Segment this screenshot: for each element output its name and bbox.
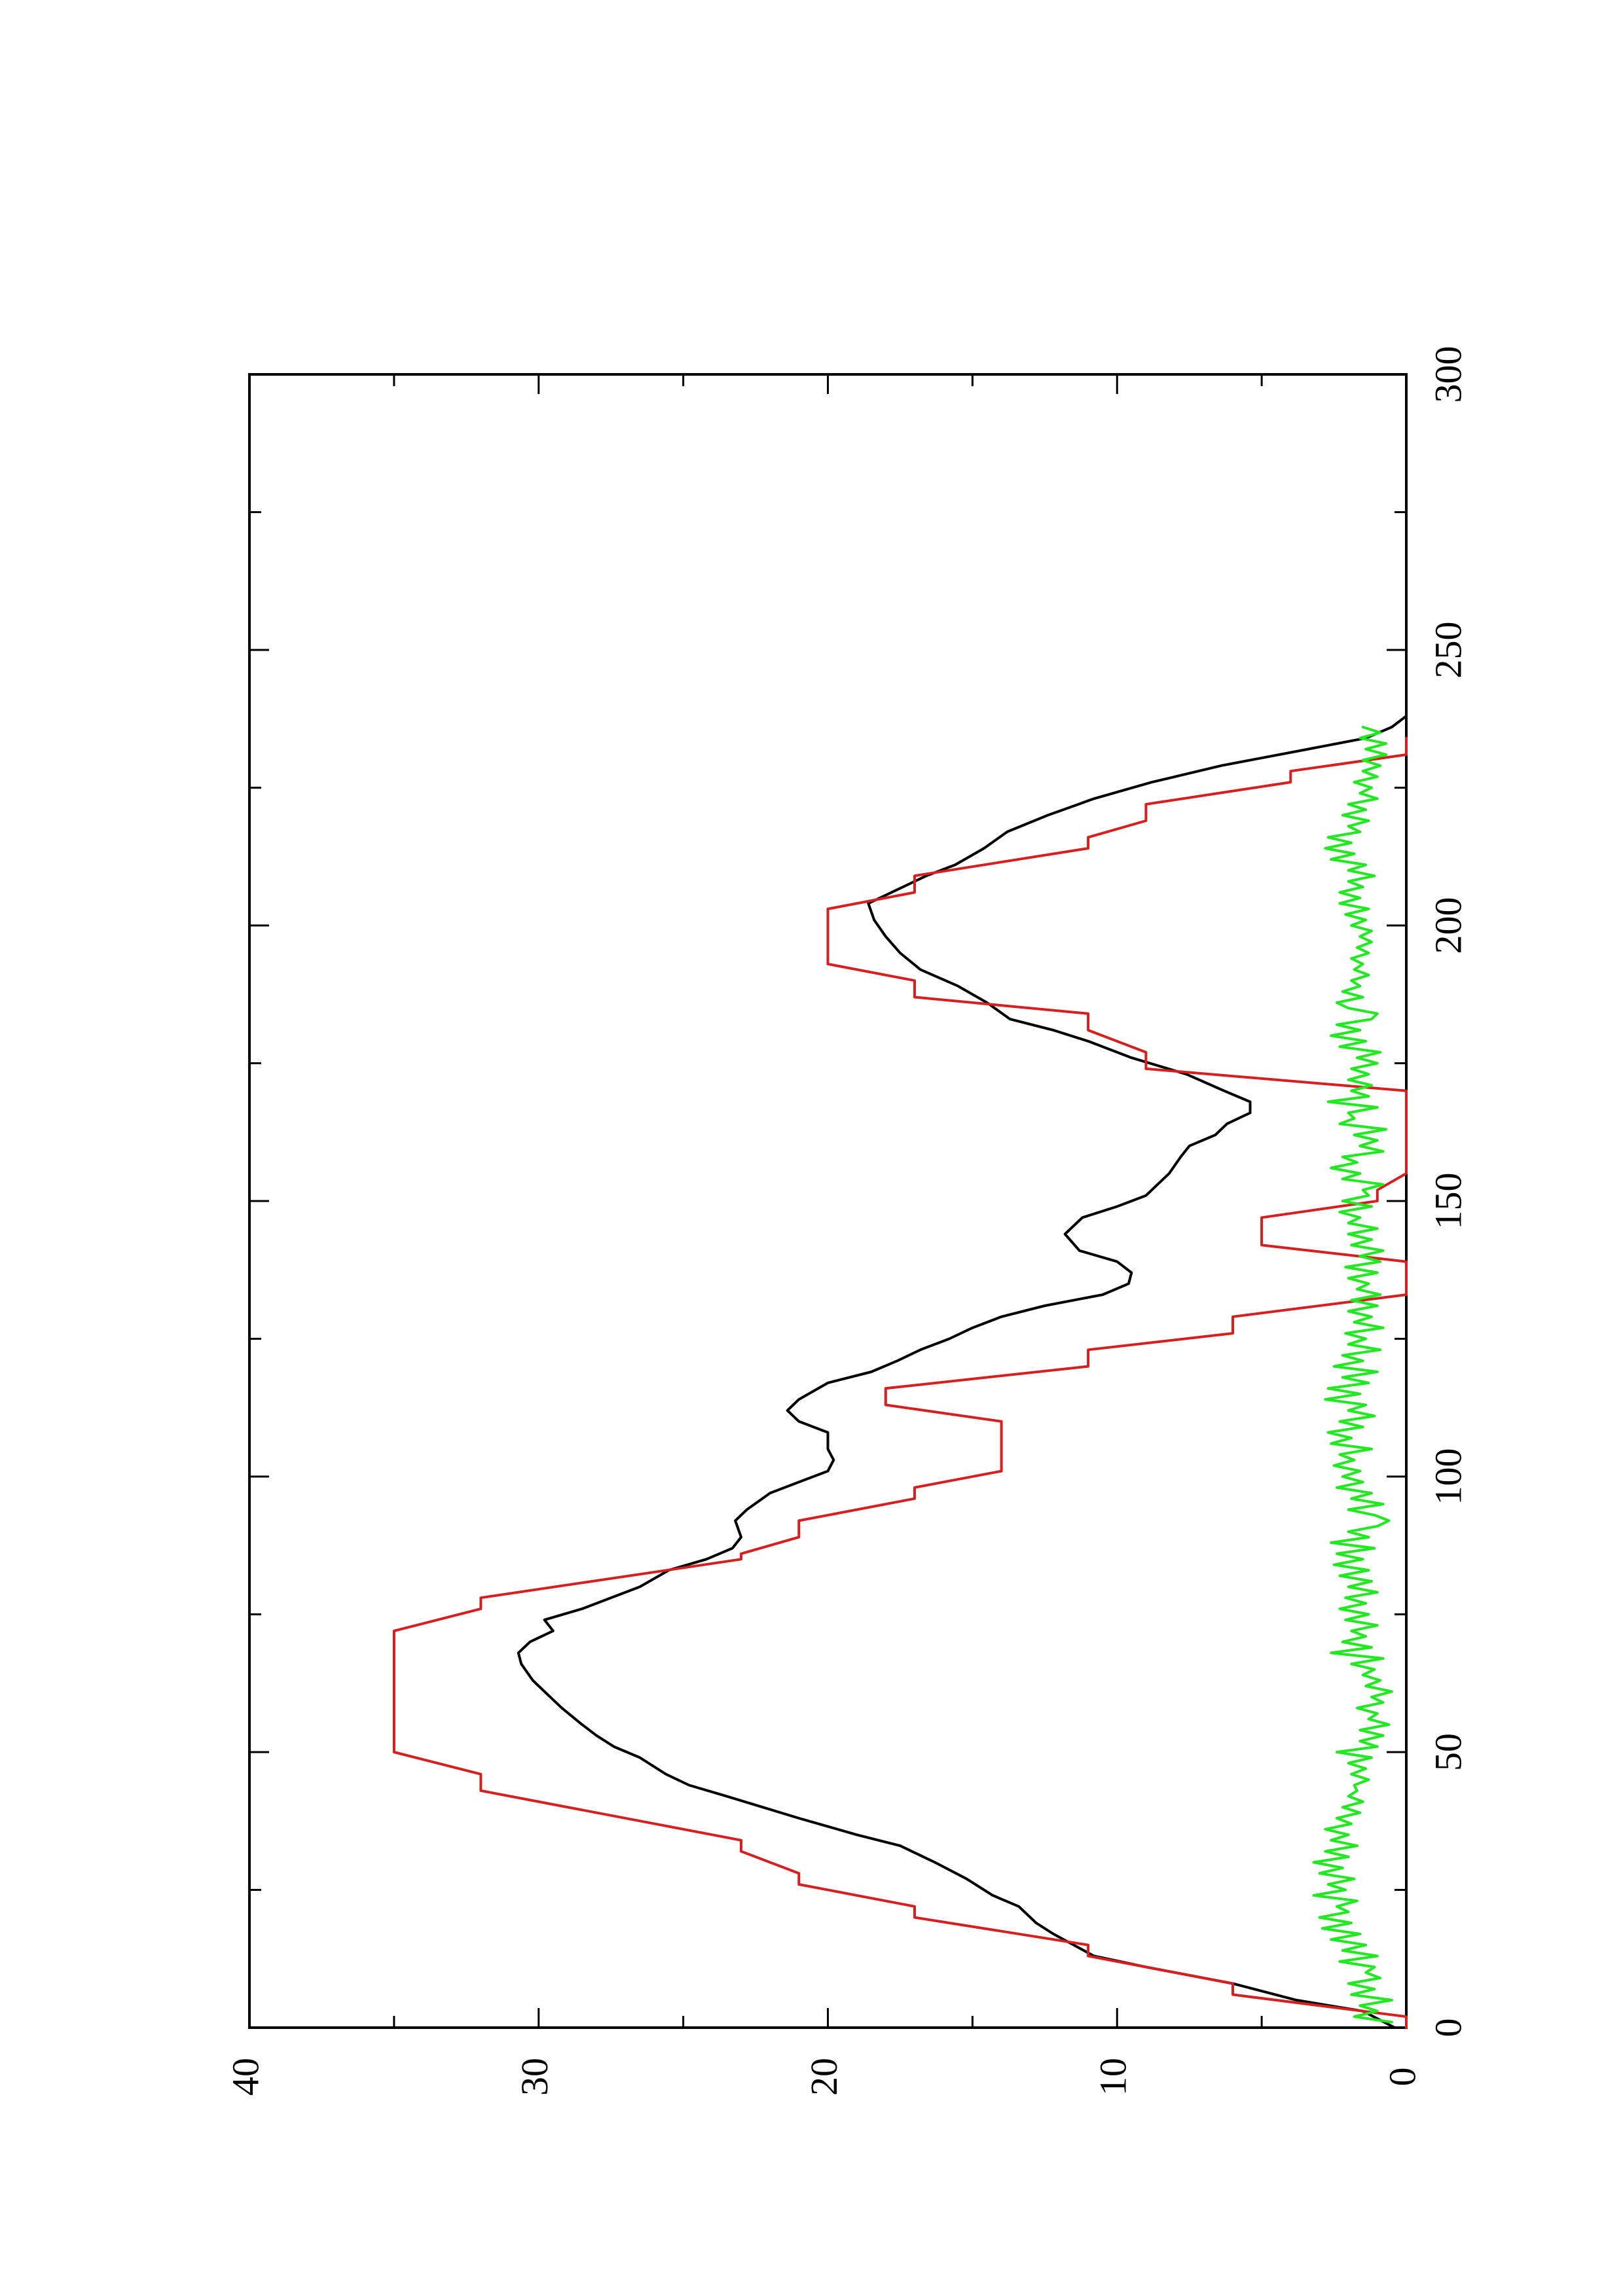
plot-frame xyxy=(248,373,1408,2029)
y-tick-label: 10 xyxy=(1092,2058,1135,2096)
y-tick-label: 0 xyxy=(1381,2068,1423,2087)
x-tick-label: 50 xyxy=(1427,1733,1469,1771)
ticks xyxy=(248,373,1408,2029)
x-tick-label: 250 xyxy=(1427,622,1469,679)
tick-labels: 0 50 100 150 200 250 300 0 10 20 30 40 xyxy=(224,346,1469,2096)
x-tick-label: 150 xyxy=(1427,1173,1469,1230)
series-green-line xyxy=(1312,725,1393,2024)
x-tick-label: 200 xyxy=(1427,897,1469,954)
y-tick-label: 40 xyxy=(224,2058,266,2096)
series-black-line xyxy=(517,715,1408,2029)
plot-area xyxy=(248,373,1408,2029)
series-red-step xyxy=(392,736,1408,2029)
y-tick-label: 20 xyxy=(803,2058,845,2096)
y-tick-label: 30 xyxy=(513,2058,556,2096)
x-tick-label: 0 xyxy=(1427,2018,1469,2037)
series-layer xyxy=(392,715,1408,2029)
x-tick-label: 300 xyxy=(1427,346,1469,403)
x-tick-label: 100 xyxy=(1427,1448,1469,1505)
